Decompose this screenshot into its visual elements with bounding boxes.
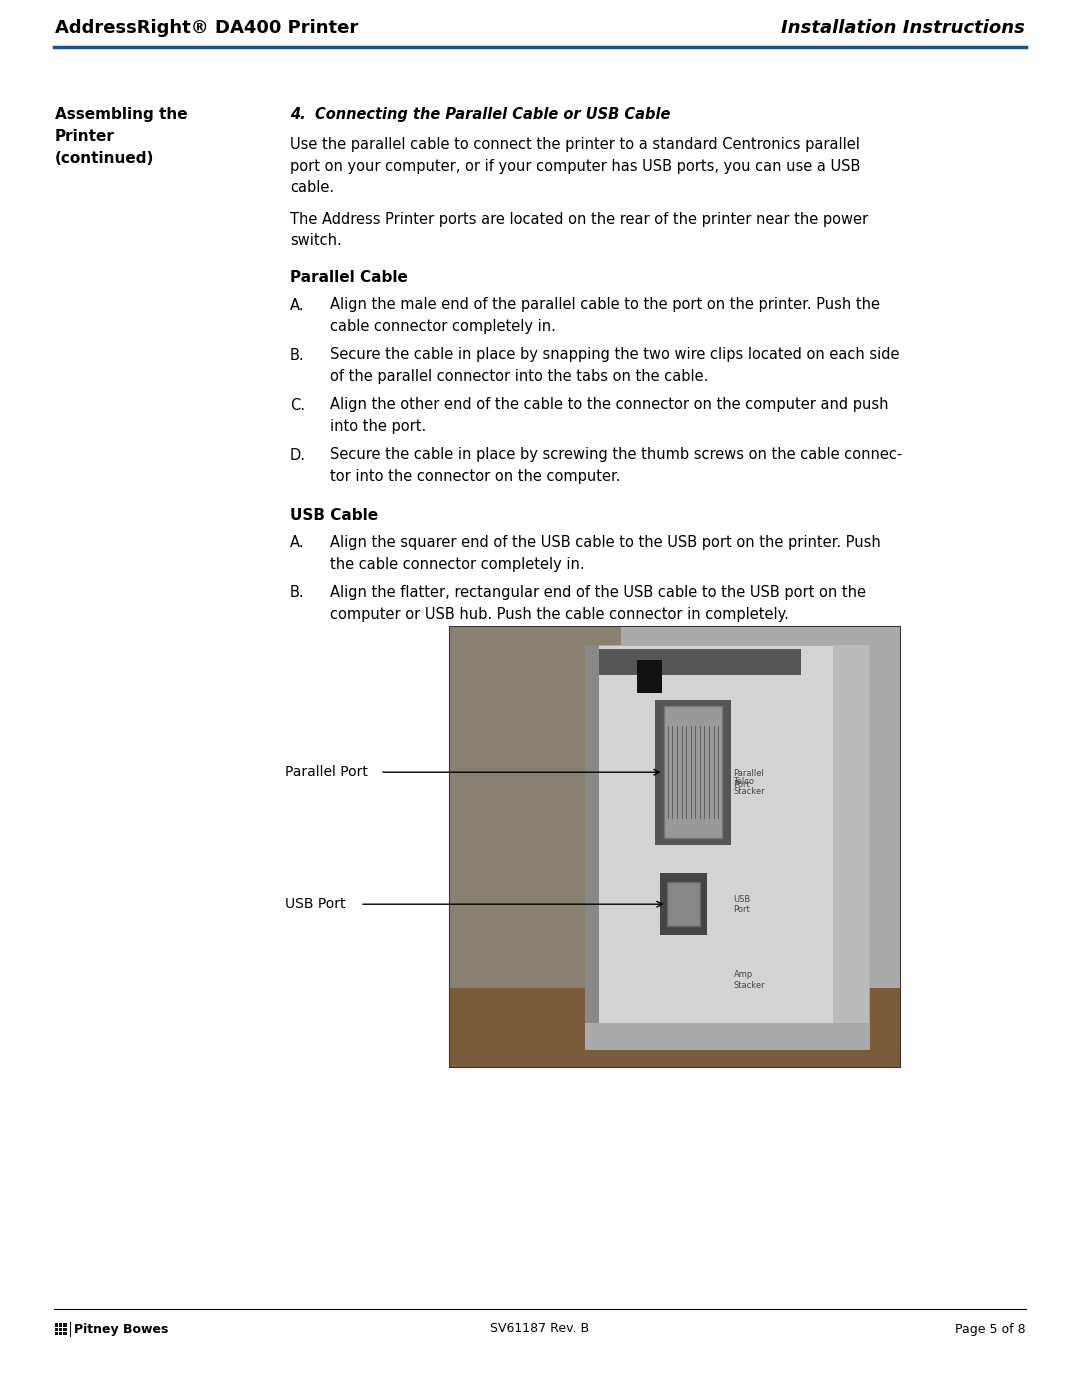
Bar bbox=[666, 882, 701, 926]
Text: A.: A. bbox=[291, 298, 305, 313]
Text: Parallel
Port: Parallel Port bbox=[733, 770, 765, 788]
Bar bbox=[585, 644, 868, 1049]
Bar bbox=[59, 1327, 63, 1331]
Text: of the parallel connector into the tabs on the cable.: of the parallel connector into the tabs … bbox=[330, 369, 708, 384]
Text: port on your computer, or if your computer has USB ports, you can use a USB: port on your computer, or if your comput… bbox=[291, 158, 861, 173]
Bar bbox=[654, 700, 731, 845]
Bar bbox=[55, 1331, 58, 1336]
Text: Secure the cable in place by screwing the thumb screws on the cable connec-: Secure the cable in place by screwing th… bbox=[330, 447, 902, 462]
Text: Align the flatter, rectangular end of the USB cable to the USB port on the: Align the flatter, rectangular end of th… bbox=[330, 585, 866, 601]
Text: Secure the cable in place by snapping the two wire clips located on each side: Secure the cable in place by snapping th… bbox=[330, 348, 900, 362]
Bar bbox=[55, 1327, 58, 1331]
Text: switch.: switch. bbox=[291, 233, 341, 249]
Text: Use the parallel cable to connect the printer to a standard Centronics parallel: Use the parallel cable to connect the pr… bbox=[291, 137, 860, 152]
Text: into the port.: into the port. bbox=[330, 419, 427, 434]
Text: USB Port: USB Port bbox=[285, 897, 346, 911]
Bar bbox=[450, 627, 621, 988]
Text: Assembling the
Printer
(continued): Assembling the Printer (continued) bbox=[55, 108, 188, 166]
Text: Align the other end of the cable to the connector on the computer and push: Align the other end of the cable to the … bbox=[330, 398, 889, 412]
Bar bbox=[664, 707, 723, 838]
Bar bbox=[55, 1323, 58, 1327]
Bar bbox=[598, 650, 801, 675]
Bar bbox=[585, 644, 598, 1049]
Text: A.: A. bbox=[291, 535, 305, 550]
Text: Pitney Bowes: Pitney Bowes bbox=[73, 1323, 168, 1336]
Text: Telco
Stacker: Telco Stacker bbox=[733, 777, 765, 796]
Text: cable.: cable. bbox=[291, 180, 334, 196]
Bar bbox=[64, 1323, 67, 1327]
Text: tor into the connector on the computer.: tor into the connector on the computer. bbox=[330, 469, 621, 483]
Bar bbox=[450, 627, 900, 1067]
Text: Parallel Cable: Parallel Cable bbox=[291, 270, 408, 285]
Bar bbox=[637, 659, 661, 693]
Text: SV61187 Rev. B: SV61187 Rev. B bbox=[490, 1323, 590, 1336]
Text: Connecting the Parallel Cable or USB Cable: Connecting the Parallel Cable or USB Cab… bbox=[315, 108, 671, 122]
Text: Page 5 of 8: Page 5 of 8 bbox=[956, 1323, 1026, 1336]
Bar bbox=[833, 644, 868, 1049]
Text: 4.: 4. bbox=[291, 108, 306, 122]
Text: cable connector completely in.: cable connector completely in. bbox=[330, 319, 556, 334]
Bar bbox=[64, 1331, 67, 1336]
Text: C.: C. bbox=[291, 398, 305, 412]
Bar bbox=[660, 873, 707, 935]
Text: Installation Instructions: Installation Instructions bbox=[781, 20, 1025, 36]
Bar bbox=[59, 1323, 63, 1327]
Text: Amp
Stacker: Amp Stacker bbox=[733, 970, 765, 989]
Text: AddressRight® DA400 Printer: AddressRight® DA400 Printer bbox=[55, 20, 359, 36]
Text: Align the male end of the parallel cable to the port on the printer. Push the: Align the male end of the parallel cable… bbox=[330, 298, 880, 313]
Bar bbox=[585, 1023, 868, 1049]
Text: B.: B. bbox=[291, 348, 305, 362]
Text: The Address Printer ports are located on the rear of the printer near the power: The Address Printer ports are located on… bbox=[291, 211, 868, 226]
Text: the cable connector completely in.: the cable connector completely in. bbox=[330, 557, 584, 571]
Text: Parallel Port: Parallel Port bbox=[285, 766, 368, 780]
Text: Align the squarer end of the USB cable to the USB port on the printer. Push: Align the squarer end of the USB cable t… bbox=[330, 535, 881, 550]
Text: computer or USB hub. Push the cable connector in completely.: computer or USB hub. Push the cable conn… bbox=[330, 608, 788, 622]
Text: USB
Port: USB Port bbox=[733, 894, 751, 914]
Bar bbox=[621, 627, 900, 988]
Text: D.: D. bbox=[291, 447, 306, 462]
Text: B.: B. bbox=[291, 585, 305, 601]
Text: USB Cable: USB Cable bbox=[291, 507, 378, 522]
Bar bbox=[450, 988, 900, 1067]
Bar bbox=[64, 1327, 67, 1331]
Bar bbox=[59, 1331, 63, 1336]
